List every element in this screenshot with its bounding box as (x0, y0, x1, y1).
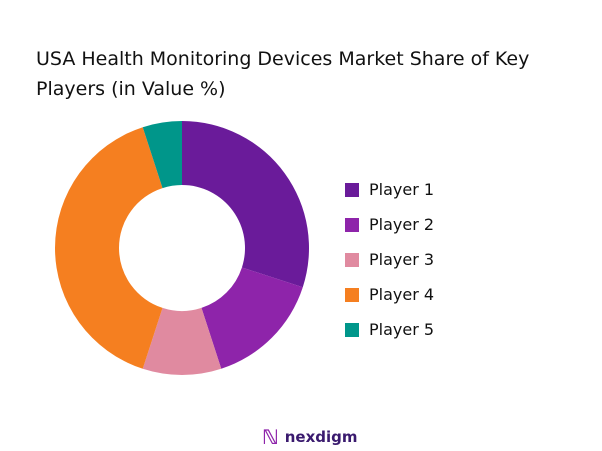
legend-label: Player 1 (369, 180, 435, 199)
chart-title: USA Health Monitoring Devices Market Sha… (36, 48, 530, 100)
brand-name: nexdigm (284, 428, 358, 446)
slice-player-2 (201, 267, 303, 369)
legend-swatch (345, 252, 359, 267)
legend-item: Player 2 (345, 207, 434, 242)
legend-label: Player 5 (369, 320, 435, 339)
slice-player-5 (142, 121, 182, 189)
legend-label: Player 4 (369, 285, 435, 304)
legend-item: Player 3 (345, 242, 434, 277)
legend-swatch (345, 322, 359, 337)
brand-logo: ℕ nexdigm (262, 425, 358, 449)
logo-icon: ℕ (262, 425, 279, 449)
legend-swatch (345, 287, 359, 302)
slice-player-3 (142, 307, 222, 375)
legend-swatch (345, 182, 359, 197)
legend-item: Player 4 (345, 277, 434, 312)
legend-swatch (345, 217, 359, 232)
legend-item: Player 1 (345, 172, 434, 207)
legend: Player 1 Player 2 Player 3 Player 4 Player 5 (345, 172, 434, 347)
slice-player-4 (55, 127, 163, 369)
legend-label: Player 3 (369, 250, 435, 269)
legend-label: Player 2 (369, 215, 435, 234)
slice-player-1 (182, 121, 309, 288)
legend-item: Player 5 (345, 312, 434, 347)
